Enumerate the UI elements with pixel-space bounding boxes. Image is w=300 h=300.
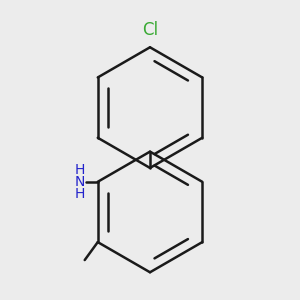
Text: H: H: [75, 163, 85, 177]
Text: Cl: Cl: [142, 21, 158, 39]
Text: H: H: [75, 187, 85, 201]
Text: N: N: [75, 175, 85, 189]
